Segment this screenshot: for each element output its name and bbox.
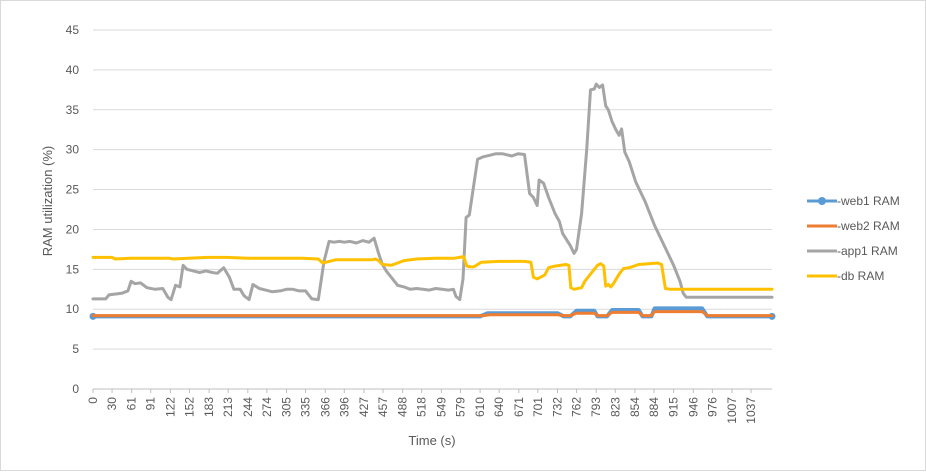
x-tick-label: 122 bbox=[163, 397, 177, 417]
x-tick-label: 671 bbox=[512, 397, 526, 417]
y-tick-label: 0 bbox=[72, 382, 79, 396]
x-tick-label: 640 bbox=[492, 397, 506, 417]
x-tick-label: 213 bbox=[221, 397, 235, 417]
y-tick-label: 15 bbox=[66, 262, 80, 276]
x-tick-label: 91 bbox=[144, 397, 158, 411]
series-line-2 bbox=[91, 82, 774, 302]
legend: -web1 RAM -web2 RAM -app1 RAM -db RAM bbox=[807, 194, 900, 283]
x-tick-label: 335 bbox=[299, 397, 313, 417]
x-tick-label: 976 bbox=[705, 397, 719, 417]
x-tick-label: 946 bbox=[686, 397, 700, 417]
x-tick-label: 518 bbox=[415, 397, 429, 417]
x-tick-label: 427 bbox=[357, 397, 371, 417]
y-tick-label: 10 bbox=[66, 302, 80, 316]
series-line-3 bbox=[91, 255, 774, 291]
x-tick-label: 396 bbox=[337, 397, 351, 417]
x-tick-label: 701 bbox=[531, 397, 545, 417]
y-tick-label: 20 bbox=[66, 222, 80, 236]
x-tick-label: 305 bbox=[280, 397, 294, 417]
series-lines bbox=[89, 82, 776, 320]
x-tick-label: 854 bbox=[628, 397, 642, 417]
x-tick-label: 366 bbox=[318, 397, 332, 417]
legend-label-0: -web1 RAM bbox=[837, 194, 900, 208]
x-tick-label: 30 bbox=[105, 397, 119, 411]
series-line-1 bbox=[91, 310, 774, 318]
x-tick-label: 1037 bbox=[744, 397, 758, 424]
y-tick-label: 45 bbox=[66, 23, 80, 37]
x-tick-label: 915 bbox=[667, 397, 681, 417]
y-axis-title: RAM utilization (%) bbox=[40, 146, 55, 257]
x-axis-title: Time (s) bbox=[408, 433, 455, 448]
legend-marker bbox=[818, 197, 826, 205]
y-tick-label: 40 bbox=[66, 63, 80, 77]
x-tick-label: 549 bbox=[434, 397, 448, 417]
y-tick-label: 35 bbox=[66, 103, 80, 117]
x-tick-label: 457 bbox=[376, 397, 390, 417]
x-tick-label: 244 bbox=[241, 397, 255, 417]
x-tick-label: 1007 bbox=[725, 397, 739, 424]
gridlines bbox=[93, 29, 772, 350]
x-tick-label: 488 bbox=[396, 397, 410, 417]
x-tick-label: 0 bbox=[86, 397, 100, 404]
y-tick-label: 25 bbox=[66, 183, 80, 197]
axes: 0 5 10 15 20 25 30 35 40 45 0 30 61 91 122 152 183 213 244… bbox=[66, 23, 772, 424]
x-tick-label: 274 bbox=[260, 397, 274, 417]
x-tick-label: 762 bbox=[570, 397, 584, 417]
legend-label-2: -app1 RAM bbox=[837, 244, 898, 258]
legend-label-1: -web2 RAM bbox=[837, 219, 900, 233]
x-tick-label: 579 bbox=[453, 397, 467, 417]
x-tick-label: 61 bbox=[125, 397, 139, 411]
x-tick-label: 610 bbox=[473, 397, 487, 417]
x-tick-label: 732 bbox=[551, 397, 565, 417]
x-tick-label: 152 bbox=[182, 397, 196, 417]
y-tick-label: 30 bbox=[66, 143, 80, 157]
x-tick-label: 823 bbox=[608, 397, 622, 417]
legend-label-3: -db RAM bbox=[837, 269, 884, 283]
x-tick-label: 793 bbox=[589, 397, 603, 417]
x-tick-label: 884 bbox=[647, 397, 661, 417]
y-tick-label: 5 bbox=[72, 342, 79, 356]
x-tick-label: 183 bbox=[202, 397, 216, 417]
